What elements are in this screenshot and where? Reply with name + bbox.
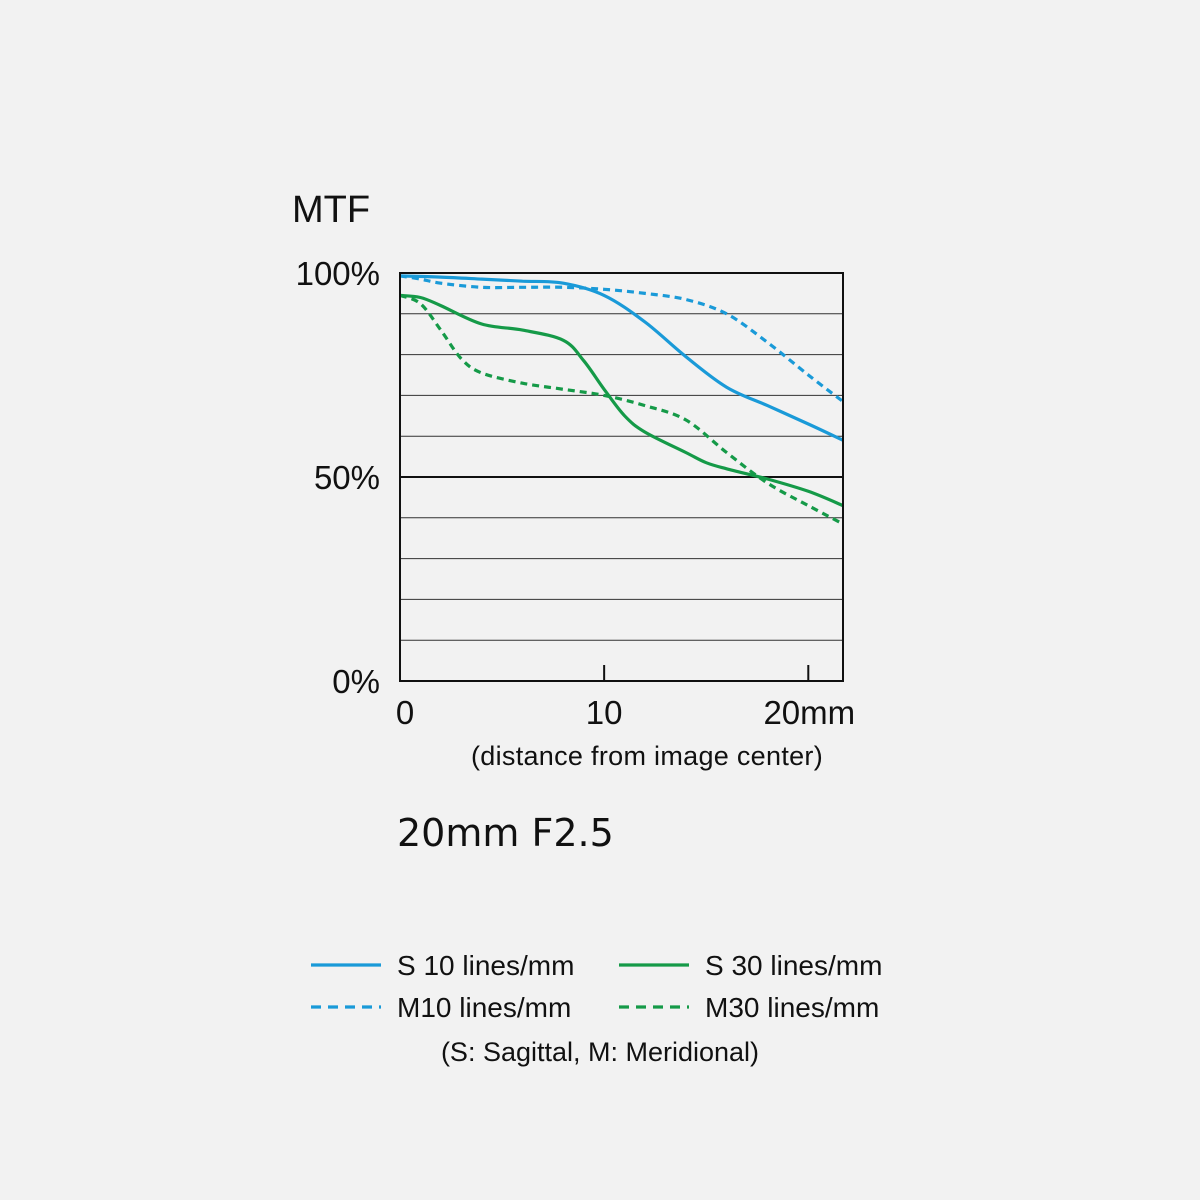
legend-label: M30 lines/mm (705, 992, 879, 1023)
legend: S 10 lines/mm M10 lines/mm S 30 lines/mm M3… (311, 950, 882, 1023)
y-tick-label: 50% (314, 459, 380, 496)
y-tick-label: 0% (332, 663, 380, 700)
series-line-3 (399, 293, 844, 508)
x-axis-label: (distance from image center) (471, 741, 823, 771)
x-tick-label: 10 (586, 694, 623, 731)
series-line-4 (399, 293, 844, 526)
legend-label: S 10 lines/mm (397, 950, 574, 981)
chart-title: MTF (292, 189, 370, 231)
series-line-1 (399, 274, 844, 442)
legend-note: (S: Sagittal, M: Meridional) (441, 1037, 759, 1067)
legend-label: M10 lines/mm (397, 992, 571, 1023)
series-layer (399, 274, 844, 526)
x-tick-label: 0 (396, 694, 414, 731)
y-tick-label: 100% (296, 255, 380, 292)
legend-label: S 30 lines/mm (705, 950, 882, 981)
plot-frame (399, 272, 844, 682)
grid-layer (400, 313, 843, 641)
axis-layer: 100% 50% 0% 0 10 20mm (296, 255, 856, 731)
chart-subtitle: 20mm F2.5 (397, 811, 614, 855)
series-line-2 (399, 274, 844, 403)
x-tick-label: 20mm (763, 694, 855, 731)
